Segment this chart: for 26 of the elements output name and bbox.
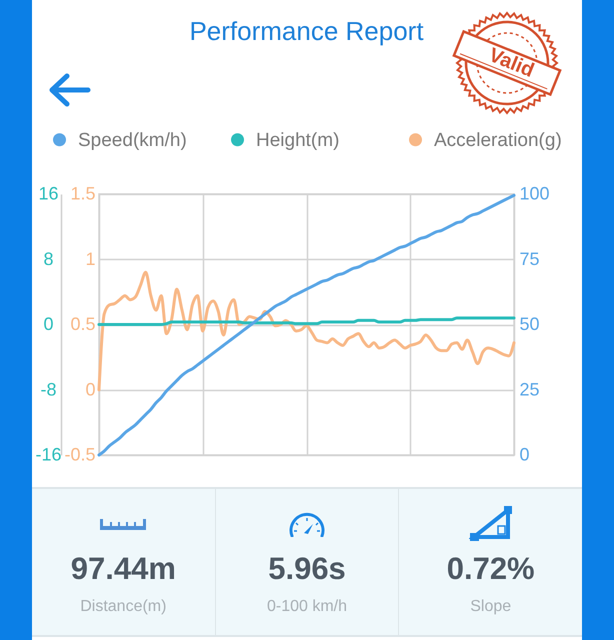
legend-label: Acceleration(g) <box>434 130 562 151</box>
category-label: Slope <box>469 597 512 617</box>
y2-tick-label: 100 <box>520 184 550 204</box>
y2-tick-label: 50 <box>520 314 540 334</box>
y-tick-label: 8 <box>43 248 54 269</box>
y2-tick-label: 0 <box>520 444 530 464</box>
y3-tick-label: 0 <box>85 379 96 400</box>
y-tick-label: -8 <box>40 379 57 400</box>
legend-label: Height(m) <box>256 130 340 151</box>
text: 5.96s <box>268 551 346 586</box>
text: 0.72% <box>446 551 535 586</box>
y3-tick-label: 1 <box>85 248 96 269</box>
y2-tick-label: 25 <box>520 379 540 400</box>
y3-tick-label: -0.5 <box>64 444 96 464</box>
category-label: Distance(m) <box>79 597 168 617</box>
text: 97.44m <box>70 551 176 586</box>
chart-title: Performance Report <box>189 16 424 46</box>
y-tick-label: 0 <box>43 314 54 334</box>
text: Valid <box>486 44 538 82</box>
y-tick-label: -16 <box>35 444 62 464</box>
y-tick-label: 16 <box>38 184 59 204</box>
y3-tick-label: 1.5 <box>70 184 96 204</box>
y2-tick-label: 75 <box>520 248 540 269</box>
legend-label: Speed(km/h) <box>78 130 187 151</box>
y3-tick-label: 0.5 <box>70 314 96 334</box>
category-label: 0-100 km/h <box>266 597 348 617</box>
